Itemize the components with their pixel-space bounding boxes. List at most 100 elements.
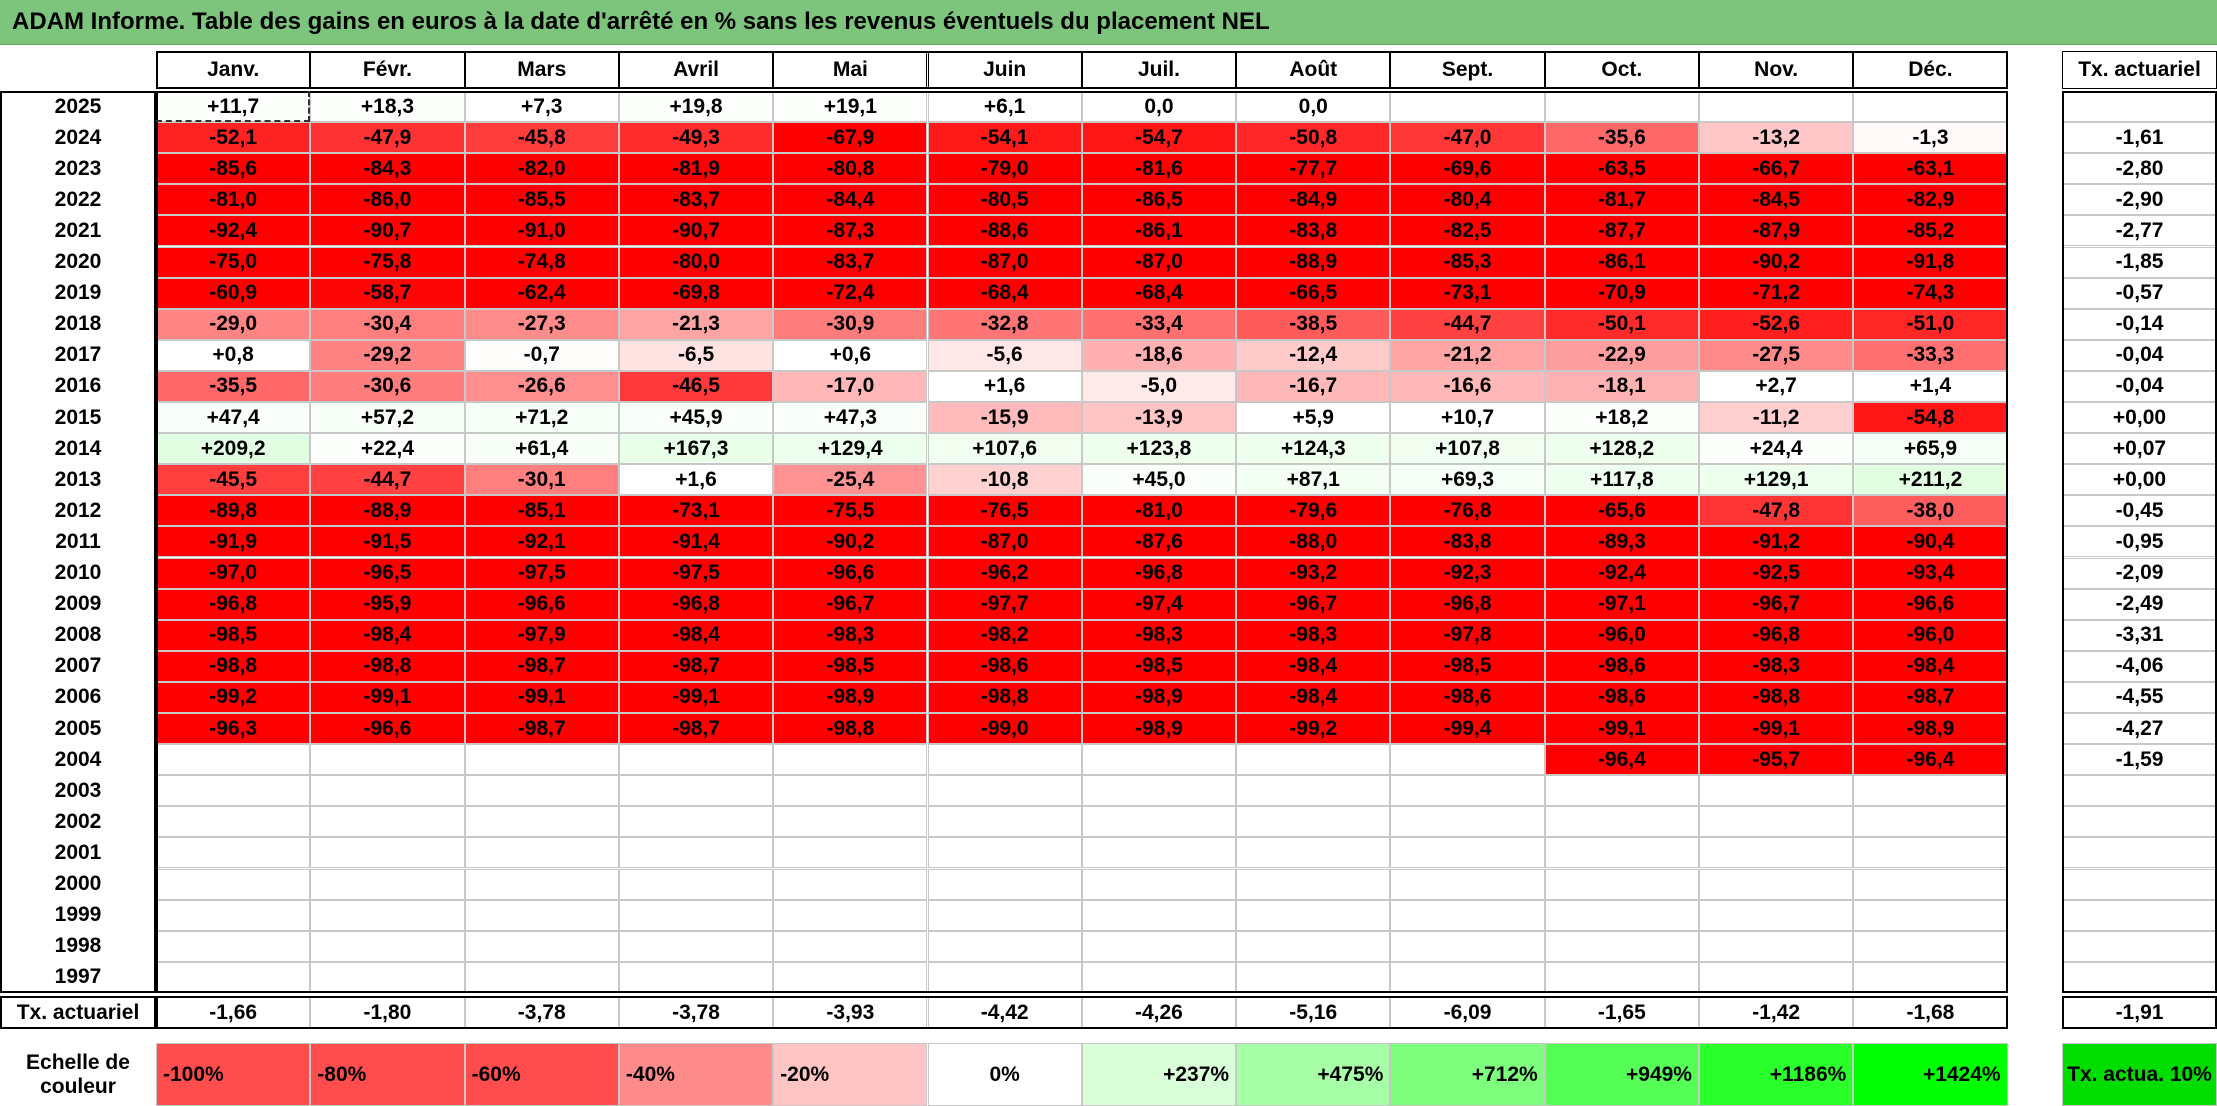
data-cell [156,899,311,931]
data-cell: -83,8 [1390,526,1545,558]
data-cell: -38,0 [1853,495,2008,527]
data-cell: -98,6 [1544,681,1699,713]
data-cell [310,744,465,776]
data-cell: +117,8 [1544,464,1699,496]
data-cell: -96,7 [1699,588,1854,620]
data-cell [1699,899,1854,931]
color-scale-step: +712% [1390,1043,1545,1106]
year-label: 1997 [54,965,102,989]
data-cell: -99,2 [156,681,311,713]
annual-rate-cell: +0,00 [2062,464,2217,496]
data-cell [156,806,311,838]
annual-rate-cell: -2,77 [2062,215,2217,247]
data-cell: -98,8 [310,650,465,682]
data-cell: -44,7 [310,464,465,496]
data-cell [1853,837,2008,869]
data-cell: -96,8 [618,588,774,620]
data-cell: -91,9 [156,526,311,558]
data-cell [1236,899,1391,931]
data-cell: +69,3 [1390,464,1545,496]
data-cell: +211,2 [1853,464,2008,496]
data-cell: -98,9 [1081,713,1237,745]
year-label: 2025 [54,94,102,118]
data-cell: -99,1 [464,681,619,713]
data-cell [1853,775,2008,807]
data-cell: +124,3 [1236,433,1391,465]
data-cell: -47,0 [1390,122,1545,154]
data-cell: -32,8 [927,308,1082,340]
data-cell: +123,8 [1081,433,1237,465]
data-cell: -80,8 [773,153,928,185]
year-label: 2000 [54,872,102,896]
data-cell [464,744,619,776]
year-label: 1999 [54,903,102,927]
data-cell: -68,4 [927,277,1082,309]
data-cell: -98,6 [1390,681,1545,713]
color-scale-step: +949% [1544,1043,1699,1106]
data-cell: -96,6 [310,713,465,745]
data-cell: -58,7 [310,277,465,309]
data-cell [927,961,1082,993]
month-header: Nov. [1699,51,1854,89]
data-cell: +71,2 [464,402,619,434]
annual-rate-cell: +0,07 [2062,433,2217,465]
data-cell [1699,775,1854,807]
data-cell [310,868,465,900]
footer-cell: -4,42 [927,996,1082,1029]
year-label: 2008 [54,623,102,647]
data-cell: -85,1 [464,495,619,527]
month-header: Mai [773,51,928,89]
data-cell: 0,0 [1236,91,1391,123]
data-cell: -98,7 [1853,681,2008,713]
data-cell: +209,2 [156,433,311,465]
data-cell: -26,6 [464,370,619,402]
data-cell [310,837,465,869]
data-cell: -87,9 [1699,215,1854,247]
data-cell [156,930,311,962]
data-cell: -80,5 [927,184,1082,216]
data-cell: +0,6 [773,339,928,371]
year-label: 2002 [54,809,102,833]
data-cell [1081,899,1237,931]
data-cell: -96,6 [1853,588,2008,620]
data-cell: -35,6 [1544,122,1699,154]
data-cell: -98,4 [1236,650,1391,682]
year-label: 2005 [54,716,102,740]
data-cell: -16,6 [1390,370,1545,402]
data-cell: -96,0 [1544,619,1699,651]
data-cell: -98,8 [1699,681,1854,713]
year-label: 2001 [54,840,102,864]
data-cell: -81,7 [1544,184,1699,216]
data-cell: -98,7 [464,713,619,745]
data-cell: -50,1 [1544,308,1699,340]
annual-rate-cell: -1,59 [2062,744,2217,776]
data-cell [1236,775,1391,807]
data-cell: -70,9 [1544,277,1699,309]
data-cell: -27,3 [464,308,619,340]
year-label: 2016 [54,374,102,398]
year-label: 2015 [54,405,102,429]
data-cell: -84,9 [1236,184,1391,216]
footer-cell: -3,93 [773,996,928,1029]
data-cell: -74,3 [1853,277,2008,309]
data-cell: -90,2 [773,526,928,558]
data-cell: +0,8 [156,339,311,371]
data-cell: -90,7 [618,215,774,247]
data-cell: +45,9 [618,402,774,434]
data-cell: -92,4 [156,215,311,247]
data-cell: -85,6 [156,153,311,185]
data-cell: -75,0 [156,246,311,278]
month-header: Août [1236,51,1391,89]
data-cell: +107,8 [1390,433,1545,465]
data-cell: -98,5 [1390,650,1545,682]
data-cell: -11,2 [1699,402,1854,434]
data-cell [1544,899,1699,931]
data-cell [1390,899,1545,931]
data-cell: -98,2 [927,619,1082,651]
year-label: 2020 [54,250,102,274]
data-cell: -79,6 [1236,495,1391,527]
data-cell: -82,0 [464,153,619,185]
data-cell [618,961,774,993]
data-cell: -91,8 [1853,246,2008,278]
data-cell: -97,7 [927,588,1082,620]
